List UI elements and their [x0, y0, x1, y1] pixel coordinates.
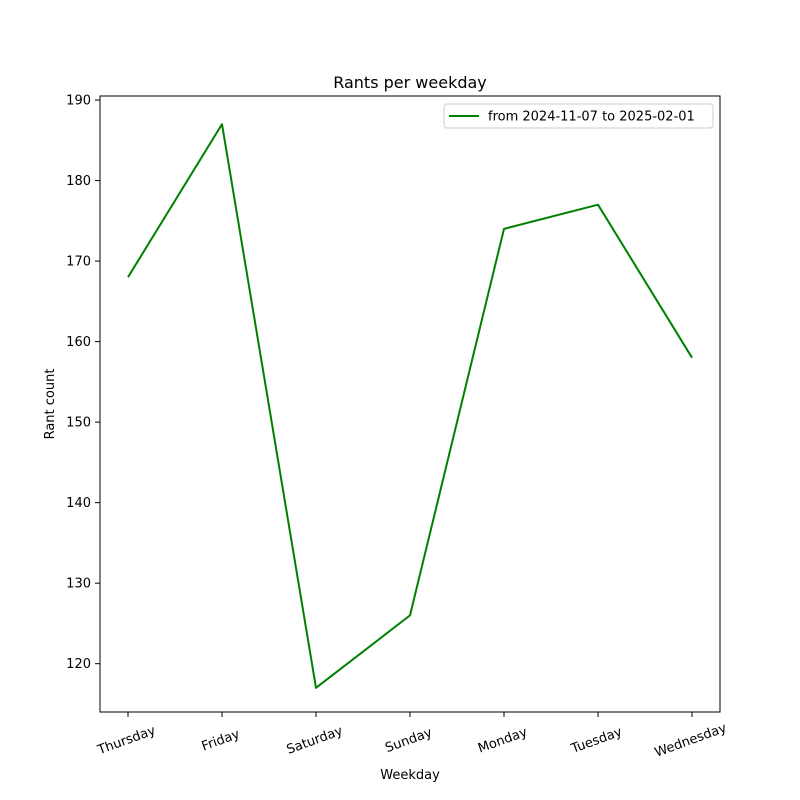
plot-area — [127, 123, 693, 689]
y-tick-label: 150 — [66, 416, 91, 431]
y-tick-label: 130 — [66, 577, 91, 592]
legend: from 2024-11-07 to 2025-02-01 — [443, 103, 714, 129]
chart-title: Rants per weekday — [333, 73, 487, 92]
y-tick-label: 120 — [66, 657, 91, 672]
y-tick-label: 170 — [66, 255, 91, 270]
y-tick-label: 180 — [66, 174, 91, 189]
y-axis: 120 130 140 150 160 170 180 190 — [66, 94, 100, 672]
y-tick-label: 160 — [66, 335, 91, 350]
legend-box — [443, 103, 714, 129]
legend-label: from 2024-11-07 to 2025-02-01 — [488, 110, 695, 125]
y-axis-label: Rant count — [43, 369, 58, 440]
y-tick-label: 190 — [66, 94, 91, 109]
y-tick-label: 140 — [66, 496, 91, 511]
x-axis-label: Weekday — [380, 768, 440, 783]
